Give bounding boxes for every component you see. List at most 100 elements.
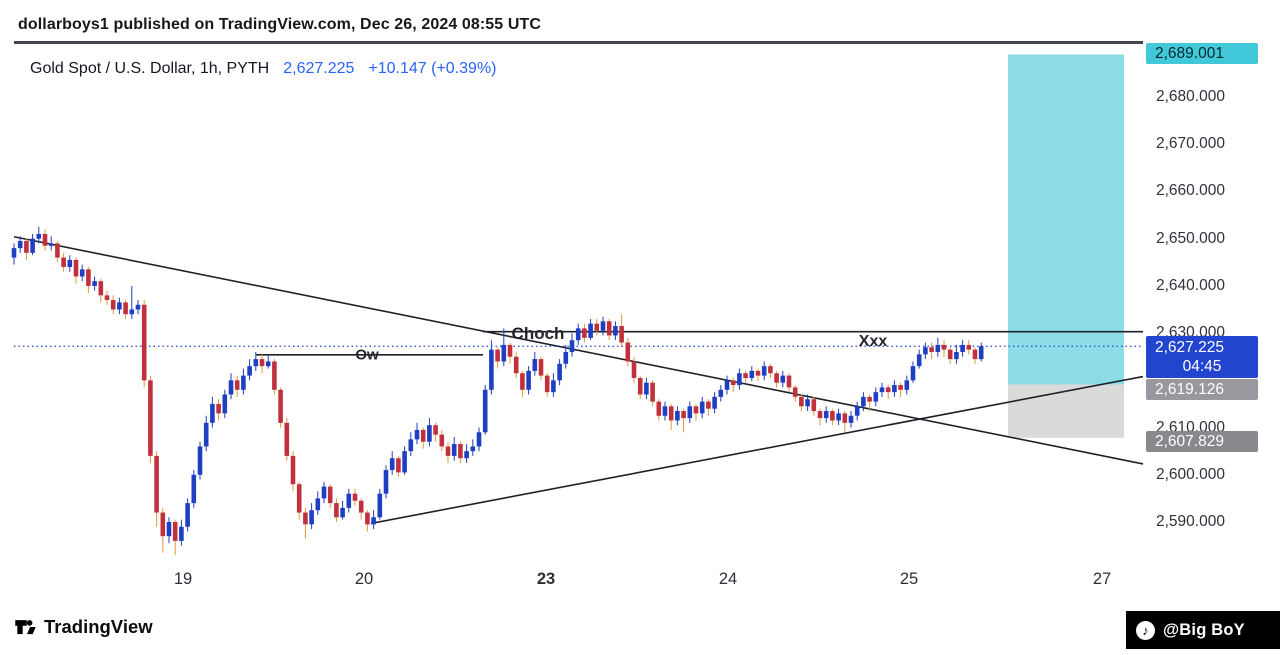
candle-body [420,429,426,442]
tradingview-logo-icon [15,620,36,635]
candle-body [414,429,420,440]
annotation-label-ow[interactable]: Ow [355,346,379,364]
candle-body [644,382,649,395]
candle-body [371,517,376,525]
long-position-profit-zone[interactable] [1008,54,1124,385]
candle-body [36,233,42,239]
candle-body [216,403,221,414]
candle-body [327,486,333,504]
annotation-label-xxx[interactable]: Xxx [858,333,888,350]
time-tick-19: 19 [173,570,193,588]
candle-body [172,522,178,541]
candle-body [594,323,600,331]
candle-body [247,366,252,376]
candle-body [154,455,159,513]
candle-body [92,281,97,286]
candle-body [693,406,699,414]
candle-body [402,451,407,473]
time-tick-24: 24 [718,570,738,588]
descending-trendline[interactable] [13,235,1144,465]
candle-body [935,344,941,352]
candle-body [228,380,234,395]
candle-body [538,359,544,376]
candle-body [972,349,978,360]
candle-body [873,392,879,402]
candle-body [439,434,445,447]
candle-body [551,380,556,393]
candle-body [861,396,866,407]
publish-header: dollarboys1 published on TradingView.com… [18,16,542,33]
candle-body [377,493,383,518]
candle-body [892,385,897,393]
candle-body [923,347,928,355]
candle-body [879,387,885,393]
candle-body [179,526,184,541]
candle-body [904,380,910,390]
candle-body [805,399,810,407]
price-tick: 2,670.000 [1156,135,1225,153]
candle-body [272,361,277,390]
candle-body [687,406,693,419]
candle-body [730,380,736,386]
candle-body [588,323,593,338]
candle-body [315,498,321,511]
candle-body [706,401,711,409]
candle-body [507,344,513,357]
brand-name: TradingView [44,615,153,637]
candle-body [234,380,240,390]
candle-body [445,446,451,456]
candle-body [681,411,686,419]
time-tick-27: 27 [1092,570,1112,588]
candle-body [203,422,209,447]
candle-body [774,373,779,383]
candle-body [253,359,259,367]
candle-body [290,455,296,485]
candle-body [755,370,761,376]
candle-body [830,411,835,421]
candle-body [427,425,432,442]
candle-body [383,470,389,494]
candle-body [284,422,290,456]
candle-body [458,444,463,459]
candle-body [24,241,29,253]
current-price-label: 2,627.225 04:45 [1146,335,1258,378]
candle-body [792,387,798,397]
symbol-title[interactable]: Gold Spot / U.S. Dollar, 1h, PYTH [30,60,270,77]
candle-body [768,366,773,374]
candle-body [532,359,538,371]
candle-body [396,458,401,473]
candle-body [526,370,531,390]
current-price-value: 2,627.225 [1155,338,1224,356]
tradingview-attribution[interactable]: TradingView [14,615,153,638]
target-price-label: 2,689.001 [1146,43,1258,65]
candle-body [98,281,104,296]
author-watermark: ♪ @Big BoY [1126,611,1280,649]
candle-body [637,377,643,395]
candle-body [334,503,339,518]
candle-body [185,503,190,527]
price-tick: 2,650.000 [1156,229,1225,247]
candle-body [960,344,965,352]
candle-body [265,361,271,367]
candle-body [42,233,48,246]
candle-body [222,394,228,414]
candle-body [582,328,587,338]
candle-body [619,326,624,343]
candle-body [73,259,79,277]
ascending-trendline[interactable] [370,375,1144,525]
candle-body [885,387,891,393]
candle-body [563,352,569,364]
candle-body [191,474,197,504]
candle-body [867,396,872,402]
long-position-stop-zone[interactable] [1008,384,1124,438]
candle-body [675,411,680,421]
candle-body [365,512,370,525]
candle-body [476,432,482,447]
candle-body [197,446,203,475]
candle-body [259,359,265,367]
price-tick: 2,660.000 [1156,182,1225,200]
annotation-label-choch[interactable]: Choch [511,324,565,343]
candle-body [761,366,767,376]
candle-body [650,382,655,402]
